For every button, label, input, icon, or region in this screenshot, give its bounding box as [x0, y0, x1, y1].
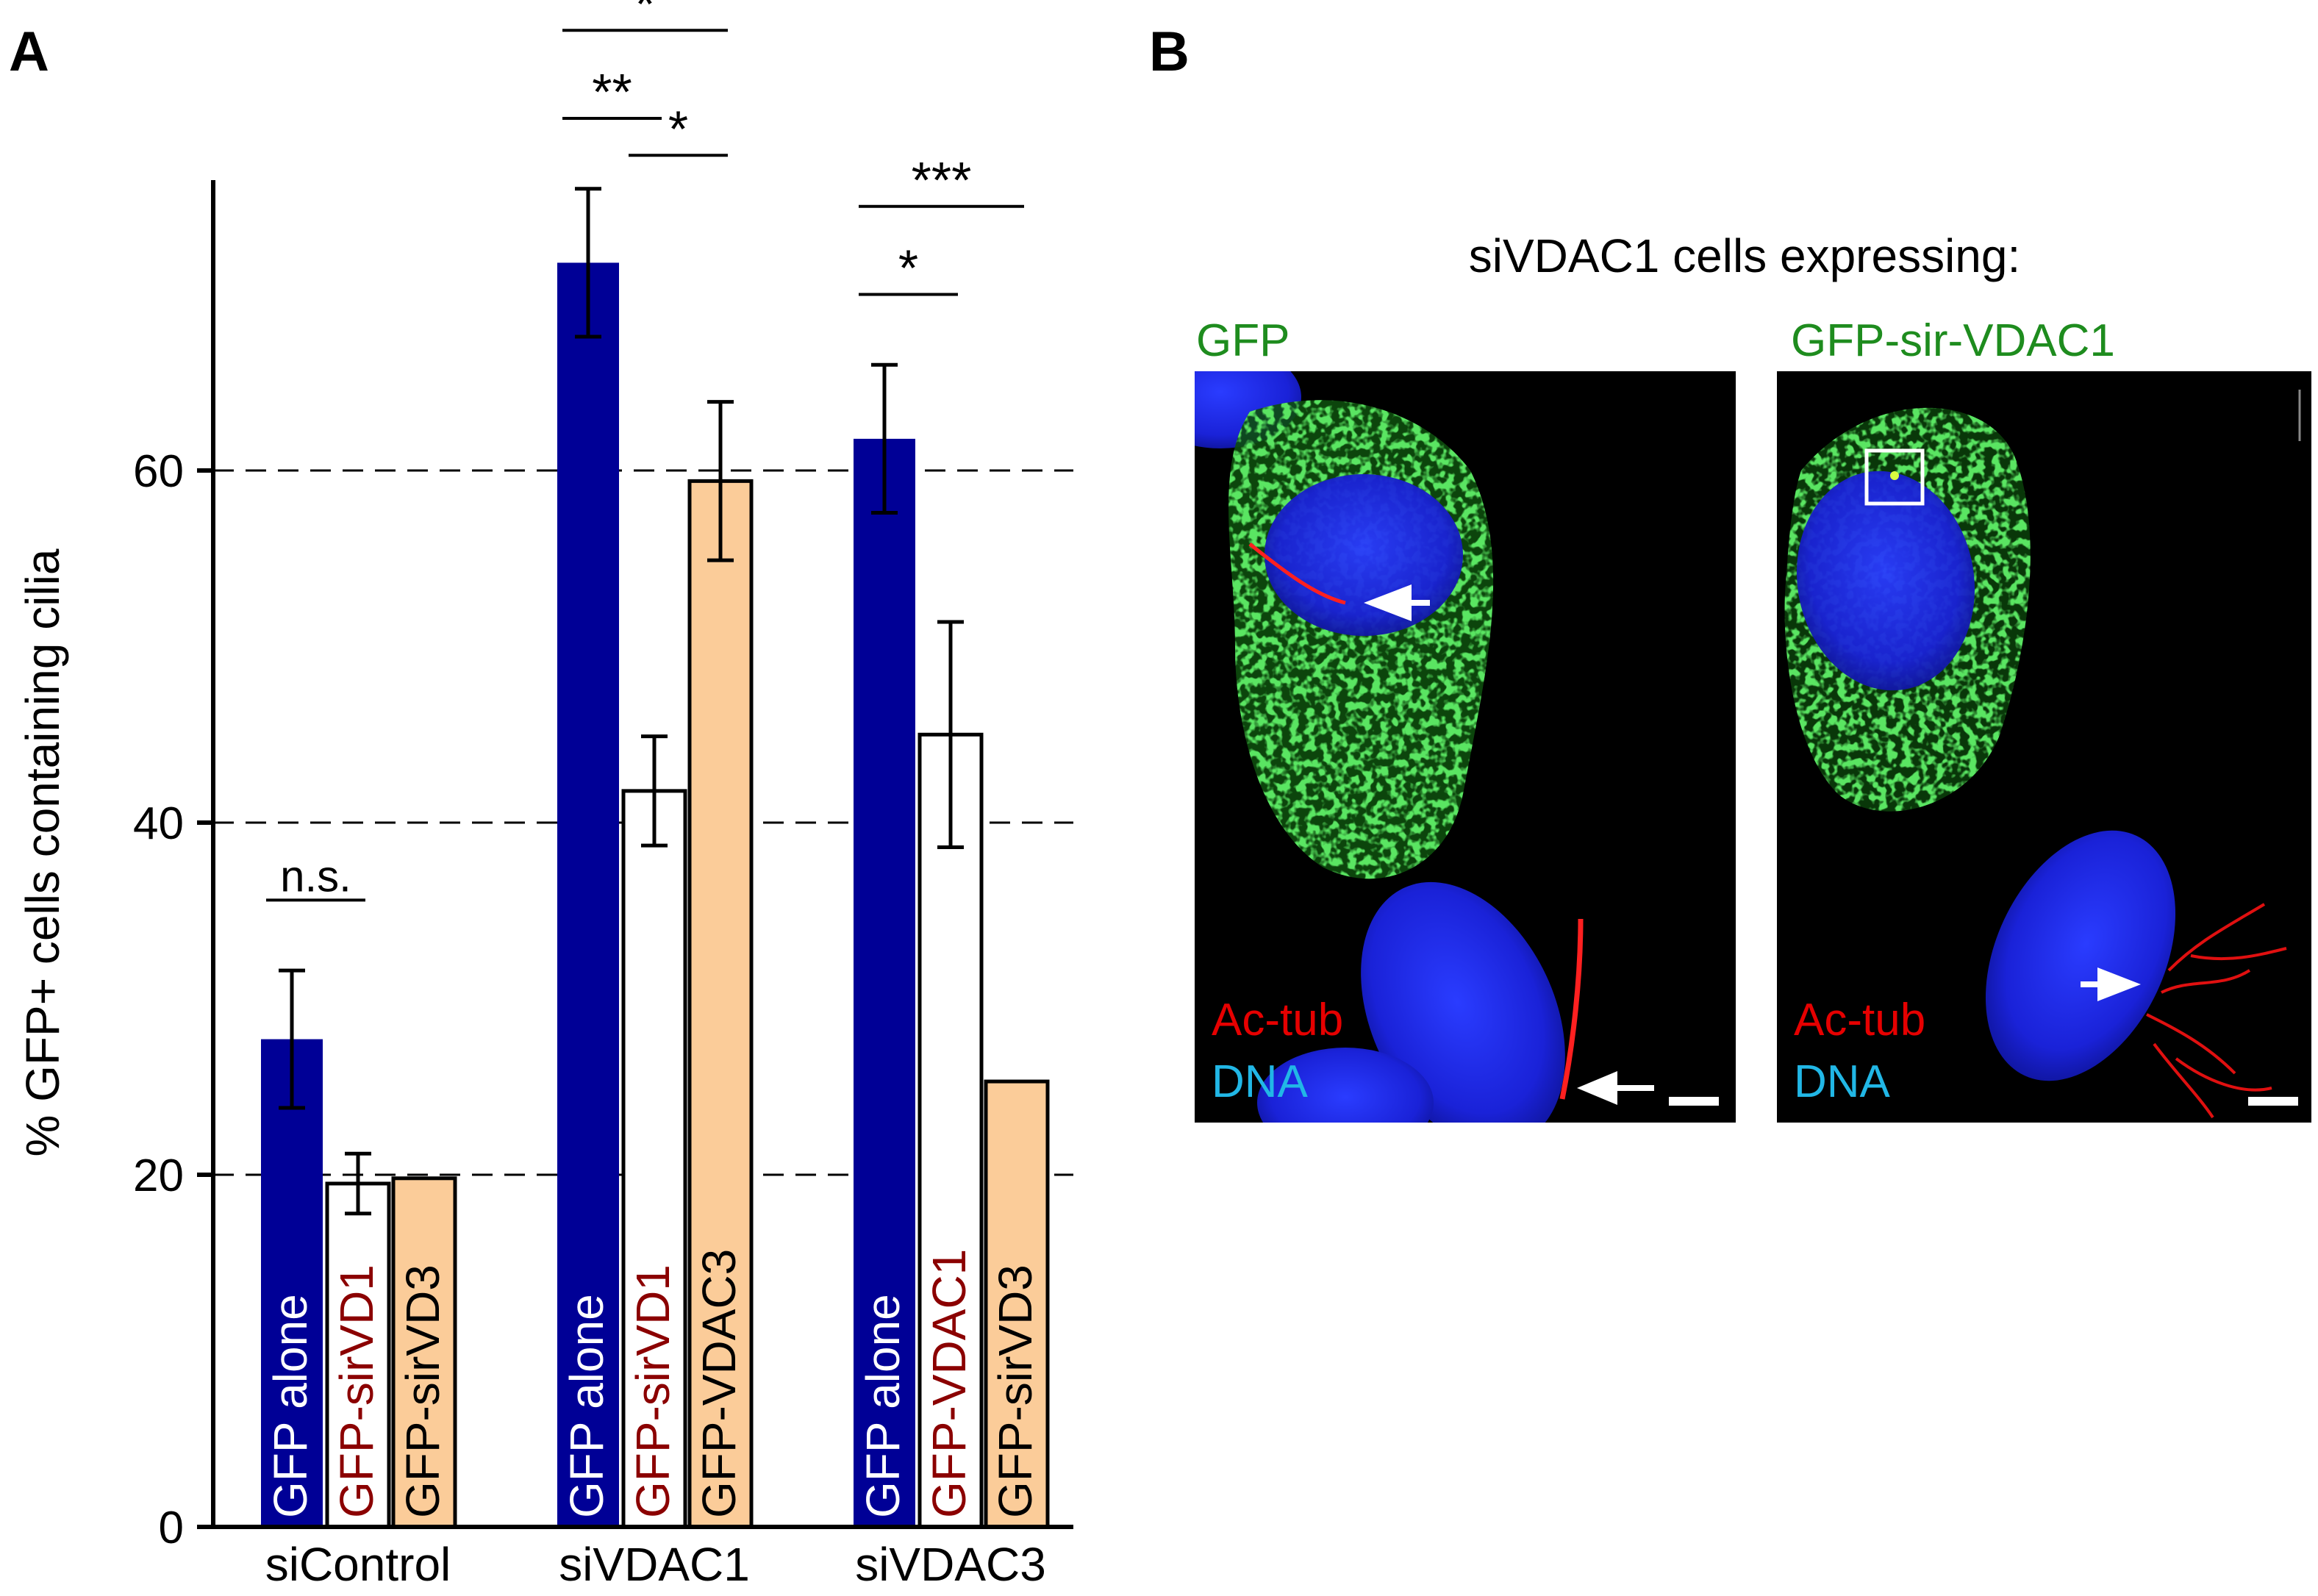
bar-label: GFP alone [560, 1294, 613, 1518]
scale-bar [1669, 1097, 1719, 1106]
bar-label: GFP-sirVD1 [330, 1264, 383, 1518]
arrow-icon [2097, 967, 2141, 1001]
bar-siVDAC3-0 [854, 438, 915, 1527]
legend-dna: DNA [1212, 1056, 1309, 1107]
significance-label: *** [912, 151, 972, 209]
group-label-siControl: siControl [265, 1538, 451, 1591]
group-labels: siControl siVDAC1 siVDAC3 [265, 1538, 1046, 1591]
group-label-siVDAC1: siVDAC1 [559, 1538, 750, 1591]
legend-ac-tub: Ac-tub [1794, 995, 1925, 1045]
micrograph-gfp: Ac-tub DNA [1195, 371, 1736, 1123]
bar-siControl-2 [391, 1176, 457, 1529]
bar-label: GFP-sirVD3 [989, 1264, 1042, 1518]
bars: GFP alone GFP-sirVD1 GFP-sirVD3 GFP alone GF… [261, 262, 1050, 1529]
y-axis [211, 180, 1073, 1529]
y-tick-label-60: 60 [133, 446, 184, 497]
significance-label: n.s. [280, 851, 351, 901]
significance-label: * [898, 240, 918, 297]
scale-bar [2248, 1097, 2298, 1106]
bar-siVDAC1-0 [557, 262, 619, 1527]
micrograph-gfp-sir-vdac1: Ac-tub DNA [1777, 371, 2311, 1123]
y-tick-label-20: 20 [133, 1151, 184, 1201]
panel-a-letter: A [9, 21, 49, 83]
bar-siControl-0 [261, 1039, 323, 1527]
bar-label: GFP alone [856, 1294, 909, 1518]
panel-b-letter: B [1149, 21, 1190, 83]
bar-label: GFP alone [264, 1294, 317, 1518]
y-tick-label-0: 0 [159, 1503, 184, 1553]
y-axis-label: % GFP+ cells containing cilia [16, 548, 69, 1156]
significance-markers: n.s.******** [266, 0, 1024, 902]
y-tick-label-40: 40 [133, 798, 184, 849]
bar-label: GFP-sirVD3 [396, 1264, 449, 1518]
bar-label: GFP-VDAC3 [693, 1249, 745, 1518]
arrow-icon [1364, 584, 1412, 621]
significance-label: ** [592, 63, 632, 121]
image-1-title: GFP [1196, 315, 1289, 366]
legend-dna: DNA [1794, 1056, 1891, 1107]
group-label-siVDAC3: siVDAC3 [855, 1538, 1046, 1591]
cilia-bundle [2146, 903, 2287, 1119]
y-ticks: 0 20 40 60 [133, 446, 213, 1553]
inset-box [1864, 448, 1925, 506]
arrow-icon [1577, 1071, 1617, 1105]
bar-label: GFP-sirVD1 [626, 1264, 679, 1518]
image-2-title: GFP-sir-VDAC1 [1791, 315, 2115, 366]
bar-label: GFP-VDAC1 [923, 1249, 976, 1518]
legend-ac-tub: Ac-tub [1212, 995, 1343, 1045]
bar-chart-cilia: GFP alone GFP-sirVD1 GFP-sirVD3 GFP alone GF… [16, 0, 1073, 1591]
significance-label: * [668, 100, 688, 157]
panel-b-title: siVDAC1 cells expressing: [1469, 229, 2021, 282]
error-bars [279, 187, 964, 1216]
significance-label: * [635, 0, 655, 32]
